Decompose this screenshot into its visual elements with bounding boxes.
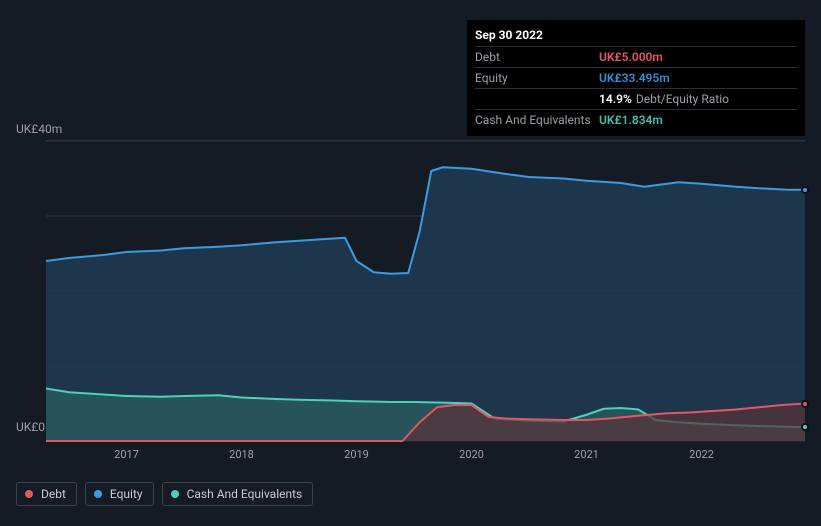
tooltip-row-cash: Cash And Equivalents UK£1.834m <box>475 109 797 130</box>
x-tick: 2022 <box>689 448 714 461</box>
legend-dot-icon <box>171 490 179 498</box>
legend-dot-icon <box>25 490 33 498</box>
tooltip-date: Sep 30 2022 <box>475 26 797 46</box>
chart-legend: Debt Equity Cash And Equivalents <box>16 482 313 506</box>
tooltip-value: 14.9%Debt/Equity Ratio <box>599 91 729 107</box>
legend-label: Cash And Equivalents <box>187 487 303 501</box>
x-tick: 2018 <box>229 448 254 461</box>
tooltip-value: UK£5.000m <box>599 49 663 65</box>
legend-item-debt[interactable]: Debt <box>16 482 77 506</box>
chart-svg <box>46 141 805 443</box>
tooltip-label <box>475 91 599 107</box>
legend-item-equity[interactable]: Equity <box>85 482 154 506</box>
tooltip-value: UK£33.495m <box>599 70 670 86</box>
tooltip-label: Equity <box>475 70 599 86</box>
tooltip-value: UK£1.834m <box>599 112 663 128</box>
y-axis-label-top: UK£40m <box>16 122 62 136</box>
x-tick: 2021 <box>574 448 599 461</box>
legend-label: Equity <box>110 487 143 501</box>
legend-item-cash[interactable]: Cash And Equivalents <box>162 482 314 506</box>
x-axis: 2017 2018 2019 2020 2021 2022 <box>46 440 805 470</box>
y-axis-label-bottom: UK£0 <box>16 420 45 434</box>
tooltip-row-ratio: 14.9%Debt/Equity Ratio <box>475 88 797 109</box>
x-tick: 2017 <box>114 448 139 461</box>
legend-label: Debt <box>41 487 66 501</box>
tooltip-row-debt: Debt UK£5.000m <box>475 46 797 67</box>
tooltip-label: Cash And Equivalents <box>475 112 599 128</box>
plot-area[interactable] <box>46 140 805 440</box>
chart-tooltip: Sep 30 2022 Debt UK£5.000m Equity UK£33.… <box>467 20 805 136</box>
x-tick: 2019 <box>344 448 369 461</box>
end-marker-cash <box>801 423 809 431</box>
end-marker-equity <box>801 186 809 194</box>
tooltip-label: Debt <box>475 49 599 65</box>
x-tick: 2020 <box>459 448 484 461</box>
tooltip-row-equity: Equity UK£33.495m <box>475 67 797 88</box>
end-marker-debt <box>801 400 809 408</box>
legend-dot-icon <box>94 490 102 498</box>
